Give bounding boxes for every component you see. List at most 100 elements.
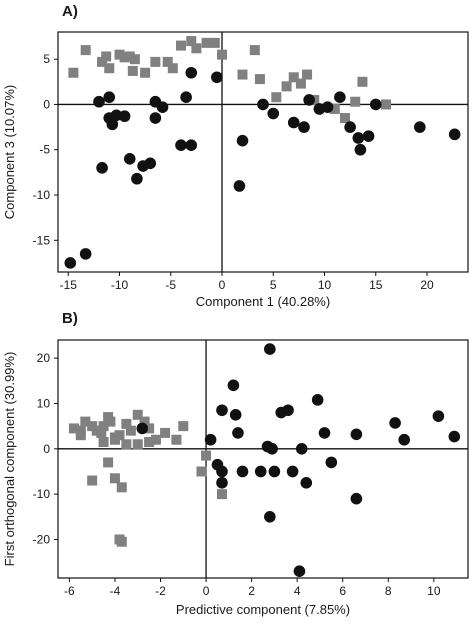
panel-a-circle-point [414, 121, 426, 133]
panel-b-square-point [116, 482, 127, 493]
panel-b-square-point [80, 416, 91, 427]
panel-a-points [64, 36, 461, 269]
panel-a-y-tick-label: -5 [39, 143, 50, 157]
panel-b-square-point [125, 425, 136, 436]
panel-a-square-point [302, 69, 313, 80]
panel-b-y-tick-label: 20 [37, 351, 51, 365]
panel-b-x-tick-label: 4 [294, 584, 301, 598]
panel-b-square-point [103, 457, 114, 468]
panel-a-circle-point [211, 71, 223, 84]
panel-a-circle-point [233, 180, 246, 192]
panel-b-square-point [150, 434, 161, 445]
panel-b-circle-point [286, 465, 299, 478]
panel-a-circle-point [448, 128, 461, 141]
panel-a-y-tick-label: 5 [43, 52, 50, 66]
panel-a-square-point [101, 51, 112, 62]
panel-a-ticks: -15 -10 -5 0 5 10 15 20 5 0 -5 -10 -15 [33, 52, 434, 292]
panel-b-circle-point [268, 465, 281, 478]
panel-a-x-tick-label: 20 [420, 278, 434, 292]
panel-a-circle-point [321, 101, 334, 113]
panel-a-square-point [124, 51, 135, 62]
panel-a-circle-point [298, 121, 310, 133]
panel-b-square-point [132, 439, 143, 450]
panel-a-circle-point [344, 121, 356, 133]
panel-a-circle-point [93, 95, 105, 108]
panel-a-y-tick-label: -15 [33, 233, 51, 247]
panel-b-x-tick-label: -4 [110, 584, 121, 598]
panel-a-square-point [167, 63, 178, 74]
panel-a-circle-point [131, 172, 143, 185]
panel-a-circle-point [79, 248, 92, 260]
panel-b-square-point [87, 475, 98, 486]
panel-a-square-point [104, 63, 115, 74]
panel-b-square-point [160, 427, 171, 438]
panel-a-square-point [237, 69, 248, 80]
panel-b-square-point [109, 434, 120, 445]
panel-b-circle-point [325, 456, 338, 469]
panel-b-circle-point [300, 477, 313, 489]
panel-a-y-tick-label: -10 [33, 188, 51, 202]
panel-b-circle-point [232, 427, 244, 439]
panel-a-circle-point [354, 143, 367, 156]
panel-b-y-tick-label: -10 [33, 487, 51, 501]
panel-a-square-point [209, 37, 220, 48]
panel-a-square-point [97, 56, 108, 67]
panel-a-circle-point [303, 94, 315, 106]
panel-a-x-tick-label: 5 [270, 278, 277, 292]
panel-a-circle-point [103, 91, 116, 104]
panel-b-square-point [116, 536, 127, 547]
panel-b-x-tick-label: -2 [155, 584, 166, 598]
panel-a-circle-point [352, 132, 365, 144]
panel-a-circle-point [185, 139, 198, 152]
panel-a-square-point [271, 92, 282, 103]
panel-a-square-point [176, 40, 186, 51]
panel-a-circle-point [362, 130, 375, 142]
panel-b-circle-point [266, 443, 278, 455]
panel-a-square-point [288, 72, 299, 83]
panel-b-y-tick-label: 10 [37, 396, 51, 410]
panel-b-square-point [196, 466, 207, 477]
panel-a-x-tick-label: -5 [165, 278, 176, 292]
panel-a-circle-point [334, 91, 346, 104]
panel-a-square-point [140, 67, 151, 78]
panel-b-circle-point [254, 465, 267, 478]
panel-a-square-point [350, 96, 361, 107]
panel-b-circle-point [204, 433, 217, 446]
panel-b-circle-point [293, 565, 306, 577]
panel-b-circle-point [216, 404, 228, 417]
panel-a-circle-point [180, 91, 192, 104]
panel-b-square-point [139, 416, 150, 427]
panel-a-x-axis-title: Component 1 (40.28%) [196, 294, 330, 309]
panel-a-square-point [186, 36, 197, 47]
panel-b-circle-point [311, 394, 324, 406]
panel-b-x-axis-title: Predictive component (7.85%) [176, 602, 350, 617]
panel-a-y-axis-title: Component 3 (10.07%) [2, 85, 17, 219]
panel-a-square-point [80, 45, 91, 56]
panel-a-x-tick-label: -10 [111, 278, 129, 292]
panel-b-circle-point [389, 417, 401, 429]
panel-a-x-tick-label: 15 [369, 278, 383, 292]
panel-a-square-point [119, 52, 130, 63]
panel-b-y-axis-title: First orthogonal component (30.99%) [2, 352, 17, 567]
panel-b-circle-point [350, 428, 363, 441]
panel-b-square-point [132, 409, 143, 420]
panel-a-square-point [129, 54, 140, 65]
panel-b-circle-point [282, 404, 294, 417]
panel-a-circle-point [287, 116, 300, 129]
panel-b-circle-point [229, 409, 242, 421]
panel-a-circle-point [96, 162, 108, 174]
panel-a-square-point [114, 49, 125, 60]
panel-b-x-tick-label: -6 [64, 584, 75, 598]
panel-b-points [68, 343, 461, 577]
panel-a-square-point [329, 103, 340, 114]
panel-a-circle-point [144, 157, 157, 170]
panel-b-square-point [144, 437, 155, 447]
panel-a-x-tick-label: 10 [318, 278, 332, 292]
panel-a-square-point [357, 76, 368, 87]
panel-b-x-tick-label: 10 [427, 584, 441, 598]
panel-b-x-tick-label: 2 [248, 584, 255, 598]
panel-b-square-point [201, 450, 212, 461]
panel-b-circle-point [448, 430, 461, 443]
